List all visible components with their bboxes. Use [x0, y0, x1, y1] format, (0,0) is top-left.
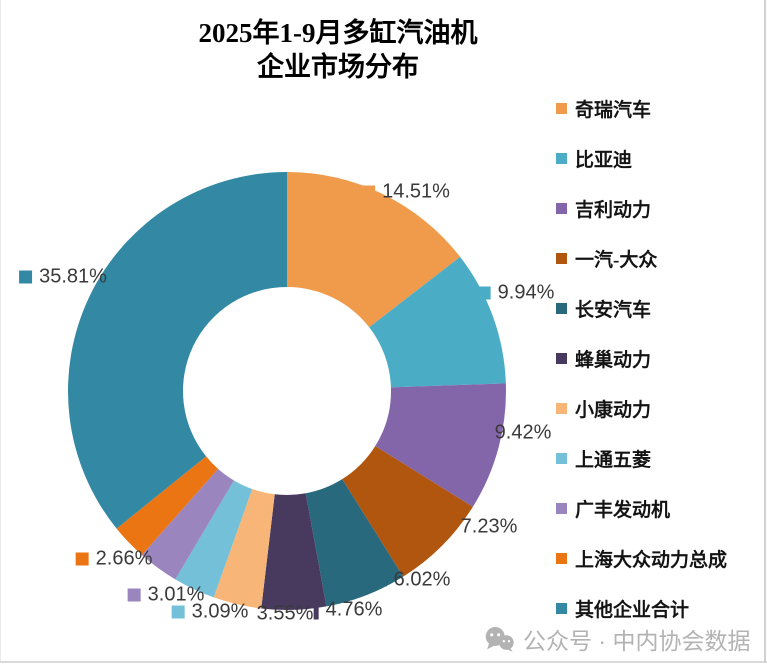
- pie-slice-广丰发动机: [141, 468, 234, 580]
- pie-slice-其他企业合计: [67, 172, 288, 529]
- data-label-上海大众动力总成: 2.66%: [75, 547, 153, 571]
- data-label-上通五菱: 3.09%: [171, 600, 249, 624]
- legend-label: 比亚迪: [575, 149, 633, 171]
- data-label-value: 7.23%: [460, 515, 518, 538]
- legend-swatch: [556, 202, 567, 214]
- data-label-value: 3.09%: [191, 600, 249, 623]
- left-border-line: [0, 0, 1, 661]
- legend: 奇瑞汽车比亚迪吉利动力一汽-大众长安汽车蜂巢动力小康动力上通五菱广丰发动机上海大…: [556, 83, 727, 633]
- pie-slice-小康动力: [213, 489, 275, 609]
- data-label-value: 9.94%: [497, 281, 555, 304]
- legend-label: 蜂巢动力: [575, 349, 652, 371]
- legend-item-蜂巢动力: 蜂巢动力: [556, 333, 727, 383]
- legend-swatch: [556, 152, 567, 164]
- legend-label: 广丰发动机: [575, 499, 671, 521]
- pie-slice-一汽-大众: [342, 446, 473, 577]
- data-label-key-swatch: [313, 600, 319, 620]
- bottom-border-line: [0, 661, 767, 663]
- data-label-奇瑞汽车: 14.51%: [362, 181, 450, 204]
- pie-slice-奇瑞汽车: [287, 172, 461, 328]
- pie-slice-上海大众动力总成: [116, 456, 219, 555]
- legend-swatch: [556, 302, 567, 314]
- data-label-其他企业合计: 35.81%: [19, 266, 107, 289]
- legend-item-上海大众动力总成: 上海大众动力总成: [556, 533, 727, 583]
- data-label-小康动力: 3.55%: [257, 603, 314, 626]
- legend-label: 奇瑞汽车: [575, 99, 652, 121]
- watermark: 公众号 · 中内协会数据: [484, 622, 750, 656]
- data-label-比亚迪: 9.94%: [477, 281, 555, 305]
- data-label-key-swatch: [477, 286, 491, 300]
- legend-label: 上通五菱: [575, 449, 652, 471]
- legend-label: 一汽-大众: [575, 249, 658, 271]
- data-label-广丰发动机: 3.01%: [127, 583, 205, 607]
- data-label-key-swatch: [440, 520, 454, 534]
- legend-swatch: [556, 502, 567, 514]
- legend-swatch: [556, 102, 567, 114]
- legend-swatch: [556, 552, 567, 564]
- data-label-key-swatch: [127, 588, 141, 602]
- legend-swatch: [556, 352, 567, 364]
- data-label-key-swatch: [19, 270, 33, 284]
- pie-slice-吉利动力: [375, 383, 507, 507]
- legend-item-奇瑞汽车: 奇瑞汽车: [556, 83, 727, 133]
- legend-swatch: [556, 402, 567, 414]
- legend-swatch: [556, 452, 567, 464]
- legend-label: 小康动力: [575, 399, 652, 421]
- data-label-key-swatch: [171, 605, 185, 619]
- legend-item-上通五菱: 上通五菱: [556, 433, 727, 483]
- right-border-line: [764, 0, 766, 663]
- pie-slice-上通五菱: [175, 480, 253, 598]
- legend-item-一汽-大众: 一汽-大众: [556, 233, 727, 283]
- data-label-value: 2.66%: [95, 547, 153, 570]
- data-label-value: 6.02%: [393, 568, 451, 591]
- pie-slice-蜂巢动力: [261, 493, 327, 610]
- legend-label: 其他企业合计: [575, 599, 690, 621]
- data-label-value: 3.01%: [147, 583, 205, 606]
- legend-label: 吉利动力: [575, 199, 652, 221]
- data-label-一汽-大众: 7.23%: [440, 515, 518, 539]
- legend-item-小康动力: 小康动力: [556, 383, 727, 433]
- legend-item-吉利动力: 吉利动力: [556, 183, 727, 233]
- data-label-value: 4.76%: [325, 598, 383, 621]
- data-label-key-swatch: [362, 185, 376, 199]
- data-label-value: 14.51%: [382, 180, 450, 203]
- data-label-吉利动力: 9.42%: [474, 421, 552, 445]
- legend-item-其他企业合计: 其他企业合计: [556, 583, 727, 633]
- pie-slice-比亚迪: [369, 256, 506, 388]
- legend-swatch: [556, 602, 567, 614]
- data-label-长安汽车: 6.02%: [373, 568, 451, 592]
- data-label-key-swatch: [474, 426, 488, 440]
- data-label-key-swatch: [373, 573, 387, 587]
- legend-swatch: [556, 252, 567, 264]
- data-label-蜂巢动力: 4.76%: [313, 598, 383, 622]
- data-label-key-swatch: [75, 552, 89, 566]
- legend-label: 长安汽车: [575, 299, 652, 321]
- legend-item-广丰发动机: 广丰发动机: [556, 483, 727, 533]
- legend-item-比亚迪: 比亚迪: [556, 133, 727, 183]
- wechat-icon: [485, 626, 514, 652]
- data-label-value: 35.81%: [39, 265, 107, 288]
- legend-item-长安汽车: 长安汽车: [556, 283, 727, 333]
- data-label-value: 3.55%: [256, 602, 314, 625]
- legend-label: 上海大众动力总成: [575, 549, 728, 571]
- chart-title: 2025年1-9月多缸汽油机 企业市场分布: [199, 16, 478, 84]
- chart-title-line2: 企业市场分布: [257, 52, 419, 82]
- data-label-value: 9.42%: [494, 421, 552, 444]
- chart-title-line1: 2025年1-9月多缸汽油机: [198, 18, 478, 48]
- watermark-text: 公众号 · 中内协会数据: [523, 628, 751, 654]
